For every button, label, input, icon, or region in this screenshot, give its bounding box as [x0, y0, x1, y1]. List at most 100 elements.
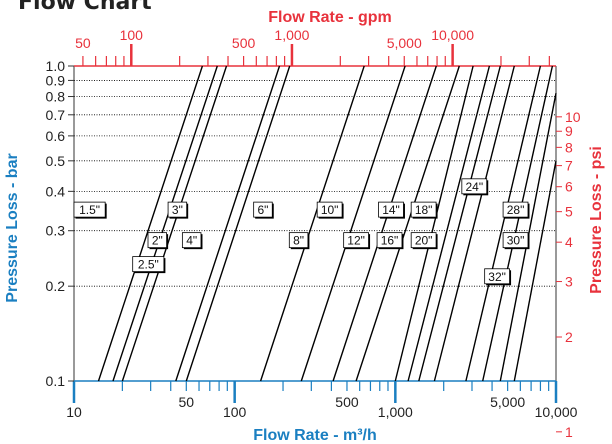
pipe-size-label: 20" [410, 232, 438, 250]
left-tick-label: 0.5 [46, 153, 66, 169]
label-text: 3" [172, 203, 183, 217]
label-text: 10" [321, 203, 339, 217]
label-box [461, 178, 488, 195]
pipe-size-line [121, 65, 228, 382]
bottom-tick-label: 100 [223, 404, 247, 420]
pipe-size-line [300, 65, 406, 382]
pipe-size-line [185, 65, 291, 382]
label-box [410, 201, 437, 218]
pipe-size-line [407, 65, 491, 382]
pipe-size-label: 3" [167, 201, 189, 219]
label-text: 32" [488, 270, 506, 284]
pipe-size-label: 2.5" [132, 256, 166, 274]
pipe-size-label: 2" [147, 232, 169, 250]
bottom-axis-title: Flow Rate - m³/h [253, 427, 377, 444]
left-tick-label: 0.1 [46, 373, 66, 389]
left-tick-label: 0.3 [46, 223, 66, 239]
label-box [253, 201, 273, 218]
bottom-tick-label: 10 [66, 404, 82, 420]
bottom-tick-label: 500 [335, 394, 359, 410]
bottom-tick-label: 1,000 [378, 404, 413, 420]
pipe-size-line [112, 65, 218, 382]
pipe-size-label: 30" [502, 232, 530, 250]
pipe-size-line [355, 65, 460, 382]
label-text: 16" [381, 234, 399, 248]
label-text: 30" [507, 234, 525, 248]
label-text: 28" [507, 203, 525, 217]
label-text: 1.5" [79, 203, 100, 217]
label-box [378, 201, 404, 218]
right-tick-label: 6 [565, 179, 573, 195]
right-tick-label: 4 [565, 234, 573, 250]
left-tick-label: 0.9 [46, 72, 66, 88]
right-tick-label: 10 [565, 109, 581, 125]
left-axis-title: Pressure Loss - bar [4, 153, 21, 302]
left-tick-label: 1.0 [46, 58, 66, 74]
label-text: 12" [347, 234, 365, 248]
pipe-size-line [259, 65, 365, 382]
right-axis-title: Pressure Loss - psi [588, 146, 605, 294]
pipe-size-label: 10" [316, 201, 344, 219]
pipe-size-line [482, 65, 554, 382]
left-tick-label: 0.7 [46, 107, 66, 123]
bottom-tick-label: 10,000 [535, 404, 578, 420]
top-tick-label: 100 [120, 27, 144, 43]
pipe-size-line [332, 65, 437, 382]
top-tick-label: 50 [75, 35, 91, 51]
pipe-size-label: 12" [343, 232, 371, 250]
label-box [132, 256, 165, 273]
top-tick-label: 1,000 [274, 27, 309, 43]
label-box [167, 201, 188, 218]
top-tick-label: 10,000 [431, 27, 474, 43]
top-tick-label: 500 [232, 35, 256, 51]
label-text: 14" [382, 203, 400, 217]
pipe-size-label: 32" [484, 268, 512, 286]
pipe-size-label: 8" [288, 232, 310, 250]
pipe-size-line [418, 65, 501, 382]
label-box [316, 201, 343, 218]
pipe-size-label: 28" [502, 201, 530, 219]
label-box [288, 232, 309, 249]
left-tick-label: 0.2 [46, 278, 66, 294]
pipe-size-line [175, 65, 281, 382]
label-box [147, 232, 168, 249]
left-tick-label: 0.8 [46, 89, 66, 105]
label-box [410, 232, 437, 249]
pipe-size-line [433, 65, 515, 382]
left-tick-label: 0.6 [46, 128, 66, 144]
bottom-tick-label: 50 [179, 394, 195, 410]
label-text: 18" [415, 203, 433, 217]
right-tick-label: 8 [565, 139, 573, 155]
label-text: 2.5" [138, 258, 159, 272]
label-box [376, 232, 403, 249]
label-text: 2" [152, 234, 163, 248]
pipe-size-line [465, 65, 542, 382]
pipe-size-label: 1.5" [73, 201, 107, 219]
pipe-size-line [97, 65, 204, 382]
pipe-size-line [394, 65, 474, 382]
top-tick-label: 5,000 [387, 35, 422, 51]
label-box [343, 232, 369, 249]
label-box [484, 268, 510, 285]
right-tick-label: 3 [565, 274, 573, 290]
left-tick-label: 0.4 [46, 183, 66, 199]
label-box [502, 201, 529, 218]
right-tick-label: 7 [565, 158, 573, 174]
top-axis-title: Flow Rate - gpm [268, 9, 392, 26]
pipe-size-label: 18" [410, 201, 438, 219]
pipe-size-label: 24" [461, 178, 489, 196]
page-heading: Flow Chart [18, 0, 152, 15]
label-text: 24" [465, 180, 483, 194]
label-text: 6" [257, 203, 268, 217]
label-text: 4" [186, 234, 197, 248]
pipe-size-label: 14" [378, 201, 405, 219]
right-tick-label: 9 [565, 123, 573, 139]
pipe-size-label: 16" [376, 232, 404, 250]
label-box [73, 201, 106, 218]
bottom-tick-label: 5,000 [490, 394, 525, 410]
label-text: 8" [293, 234, 304, 248]
right-tick-label: 1 [565, 424, 573, 440]
pipe-size-line [513, 160, 557, 382]
